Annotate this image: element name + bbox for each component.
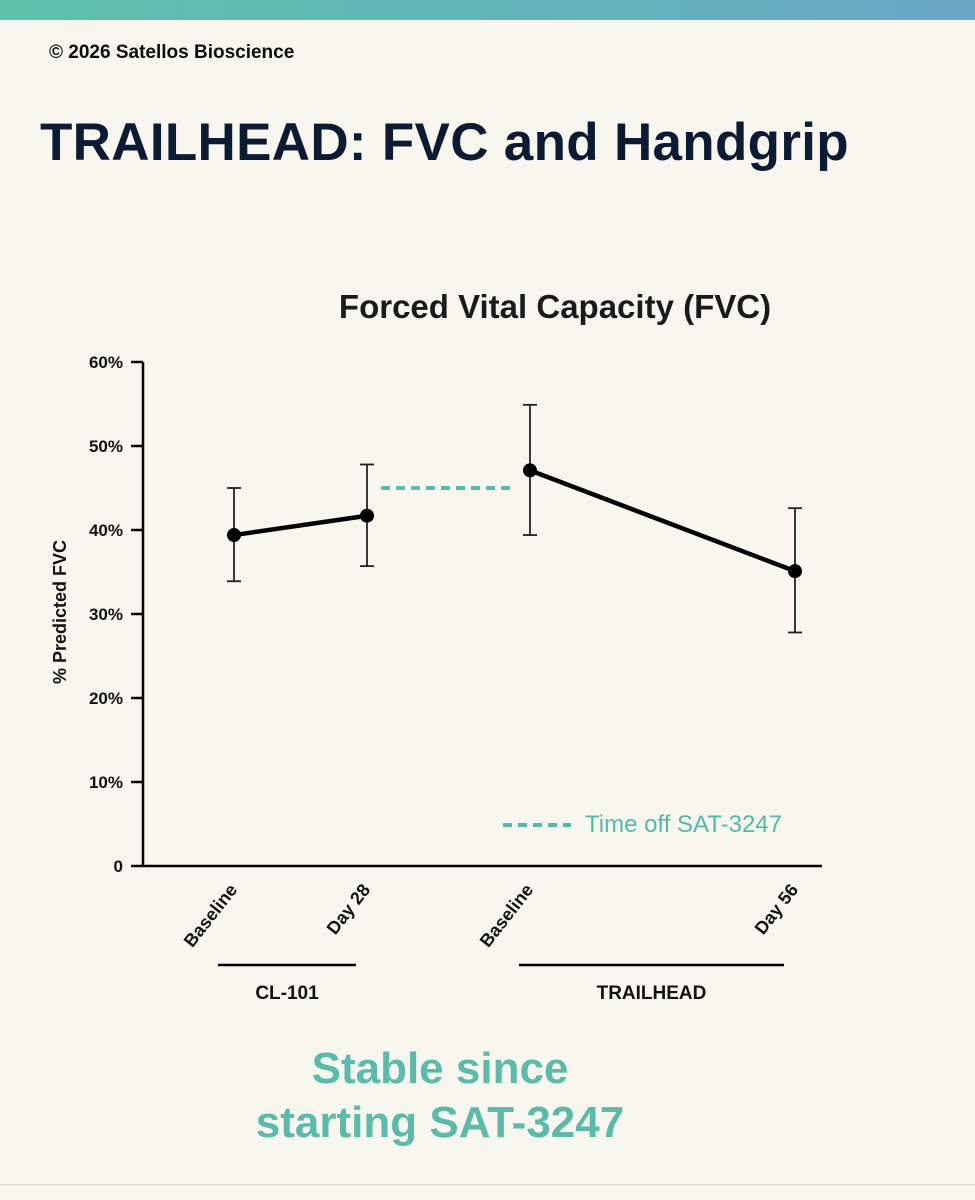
y-tick-label: 50% [89,437,123,456]
data-point [227,528,241,543]
y-axis-ticks: 0 10% 20% 30% 40% 50% 60% [89,353,143,876]
slide-title: TRAILHEAD: FVC and Handgrip [40,113,849,172]
y-tick-label: 0 [114,857,123,876]
series-line [529,468,796,574]
top-accent-bar [0,0,975,20]
chart-legend: Time off SAT-3247 [503,811,782,838]
chart-title: Forced Vital Capacity (FVC) [339,288,771,325]
x-tick-label: Baseline [180,880,241,951]
data-point [523,463,537,478]
x-tick-label: Baseline [476,880,537,951]
copyright-notice: © 2026 Satellos Bioscience [49,42,295,63]
callout-line-2: starting SAT-3247 [255,1098,625,1147]
group-label: CL-101 [255,983,319,1004]
y-axis-label: % Predicted FVC [50,540,70,684]
data-point [360,508,374,523]
data-point [788,564,802,579]
fvc-chart: Forced Vital Capacity (FVC) 0 10% 20% 30% 40… [50,288,822,1004]
y-tick-label: 40% [89,521,123,540]
x-axis-groups: CL-101 TRAILHEAD [218,963,784,1004]
chart-series [227,403,802,634]
legend-label: Time off SAT-3247 [585,811,782,838]
x-tick-label: Day 56 [751,880,802,938]
callout-line-1: Stable since [311,1044,569,1093]
callout-text: Stable since starting SAT-3247 [180,1042,700,1150]
chart-axes [141,362,822,868]
y-tick-label: 30% [89,605,123,624]
y-tick-label: 60% [89,353,123,372]
footer-divider [0,1184,975,1185]
series-line [233,513,368,538]
x-axis-ticks: Baseline Day 28 Baseline Day 56 [180,880,802,951]
y-tick-label: 10% [89,773,123,792]
y-tick-label: 20% [89,689,123,708]
group-label: TRAILHEAD [597,983,707,1004]
x-tick-label: Day 28 [323,880,374,938]
